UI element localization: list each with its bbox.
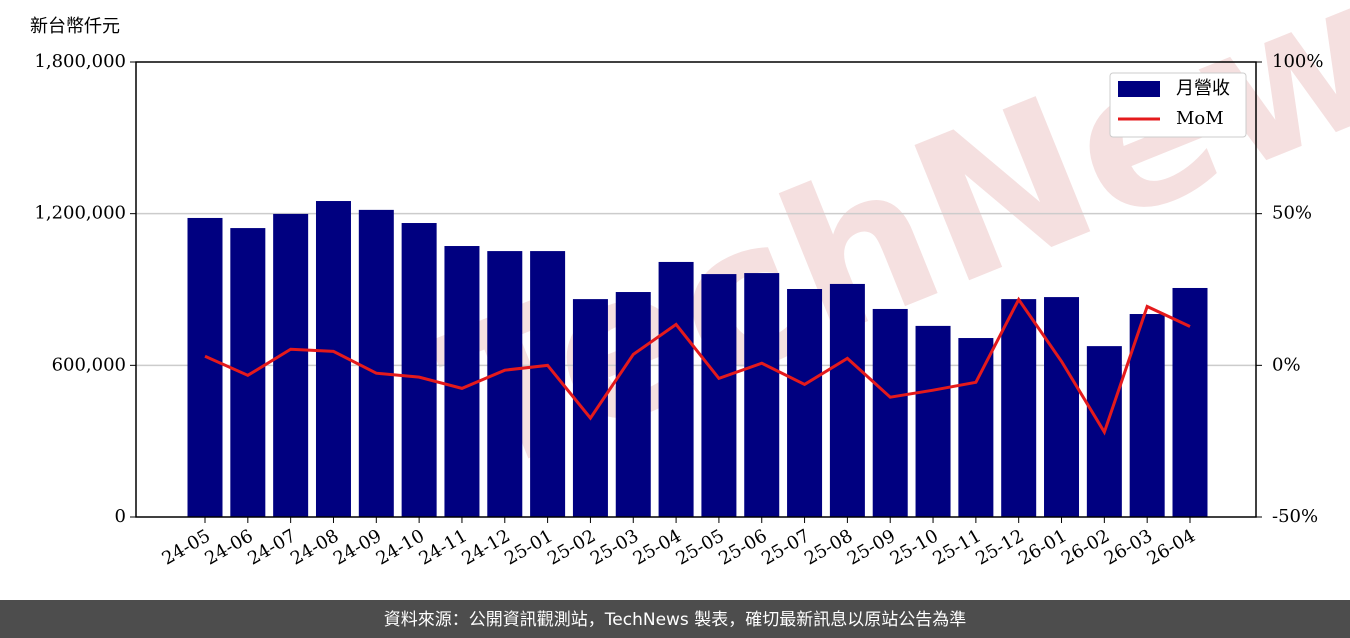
legend-label: MoM <box>1176 108 1224 129</box>
y2-tick-label: 50% <box>1272 203 1312 224</box>
bar <box>1001 299 1037 517</box>
x-tick-label: 26-02 <box>1058 525 1113 569</box>
x-tick-label: 24-09 <box>330 525 385 569</box>
bar <box>915 325 951 517</box>
bar <box>744 273 780 517</box>
bar <box>872 308 908 517</box>
bar <box>1129 314 1165 517</box>
x-tick-label: 25-02 <box>544 525 599 569</box>
x-tick-label: 25-07 <box>758 525 813 569</box>
x-tick-label: 24-07 <box>244 525 299 569</box>
legend-swatch <box>1118 81 1160 97</box>
y-tick-label: 600,000 <box>52 354 126 375</box>
plot-frame <box>135 61 1257 518</box>
bar <box>1044 297 1080 517</box>
x-tick-label: 26-01 <box>1015 525 1070 569</box>
bar <box>701 274 737 517</box>
bar <box>358 209 394 517</box>
bar <box>787 288 823 517</box>
x-tick-label: 24-06 <box>201 525 256 569</box>
x-tick-label: 24-12 <box>458 525 513 569</box>
footer-bar <box>0 600 1350 638</box>
y-tick-label: 0 <box>115 506 126 527</box>
x-tick-label: 25-01 <box>501 525 556 569</box>
x-tick-label: 24-11 <box>416 525 471 569</box>
x-tick-label: 25-10 <box>887 525 942 569</box>
bar <box>230 228 266 517</box>
x-tick-label: 25-12 <box>972 525 1027 569</box>
bar <box>401 223 437 517</box>
line <box>204 296 1191 436</box>
y-axis-label: 新台幣仟元 <box>30 16 120 37</box>
bar <box>444 246 480 517</box>
y2-tick-label: 100% <box>1272 51 1323 72</box>
bar <box>315 201 351 517</box>
bar <box>615 292 651 517</box>
bar <box>572 299 608 517</box>
bar <box>187 217 223 518</box>
y-tick-label: 1,800,000 <box>34 51 126 72</box>
x-tick-label: 24-05 <box>159 525 214 569</box>
x-tick-label: 25-05 <box>672 525 727 569</box>
x-tick-label: 25-11 <box>929 525 984 569</box>
bar <box>829 283 865 517</box>
y-tick-label: 1,200,000 <box>34 203 126 224</box>
bar <box>487 251 523 518</box>
bar <box>530 251 566 518</box>
x-tick-label: 26-03 <box>1101 525 1156 569</box>
bar <box>658 261 694 517</box>
y2-tick-label: -50% <box>1272 506 1318 527</box>
x-tick-label: 26-04 <box>1144 525 1199 569</box>
x-tick-label: 25-06 <box>715 525 770 569</box>
y2-tick-label: 0% <box>1272 354 1301 375</box>
x-tick-label: 24-10 <box>373 525 428 569</box>
x-tick-label: 24-08 <box>287 525 342 569</box>
x-tick-label: 25-08 <box>801 525 856 569</box>
x-tick-label: 25-09 <box>844 525 899 569</box>
x-tick-label: 25-03 <box>587 525 642 569</box>
footer: 資料來源：公開資訊觀測站，TechNews 製表，確切最新訊息以原站公告為準 <box>384 610 966 630</box>
legend-label: 月營收 <box>1176 78 1230 99</box>
x-tick-label: 25-04 <box>630 525 685 569</box>
bar <box>273 213 309 518</box>
bar <box>958 338 994 517</box>
